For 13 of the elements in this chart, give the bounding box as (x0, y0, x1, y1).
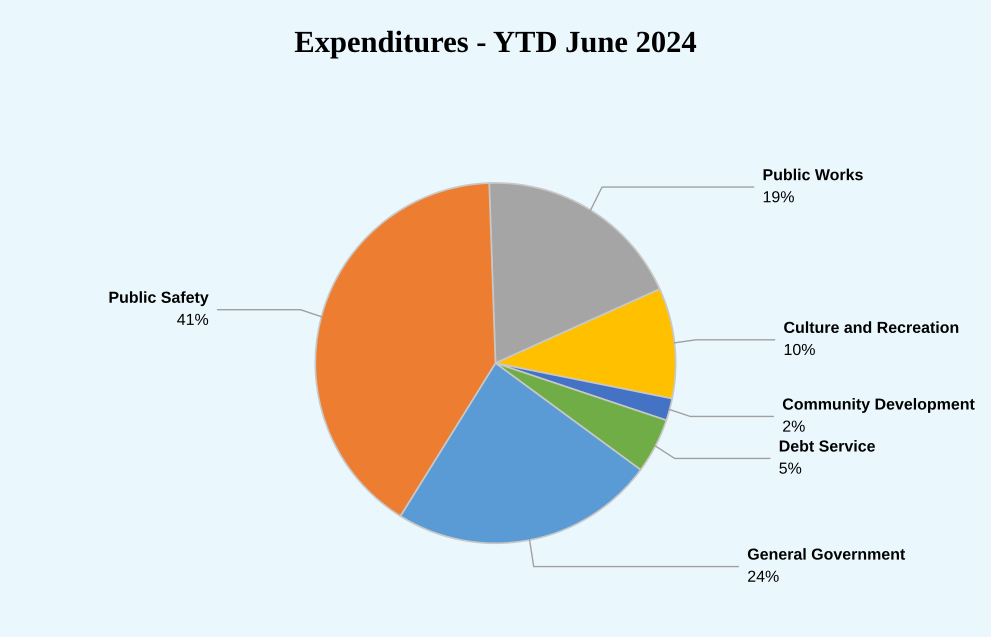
data-label: 2% (783, 420, 805, 432)
data-label: 41% (177, 314, 208, 325)
data-label: 24% (748, 570, 779, 582)
slice-label: Debt Service (780, 440, 875, 452)
chart-title: Expenditures - YTD June 2024 (294, 30, 696, 58)
data-label: 19% (764, 191, 794, 202)
slice-label: General Government (748, 548, 906, 560)
data-label: 10% (784, 344, 815, 356)
slice-label: Public Works (764, 168, 863, 180)
slice-label: Community Development (782, 398, 975, 413)
data-label: 5% (779, 462, 802, 474)
slice-label: Culture and Recreation (784, 321, 958, 334)
slice-label: Public Safety (110, 291, 209, 306)
